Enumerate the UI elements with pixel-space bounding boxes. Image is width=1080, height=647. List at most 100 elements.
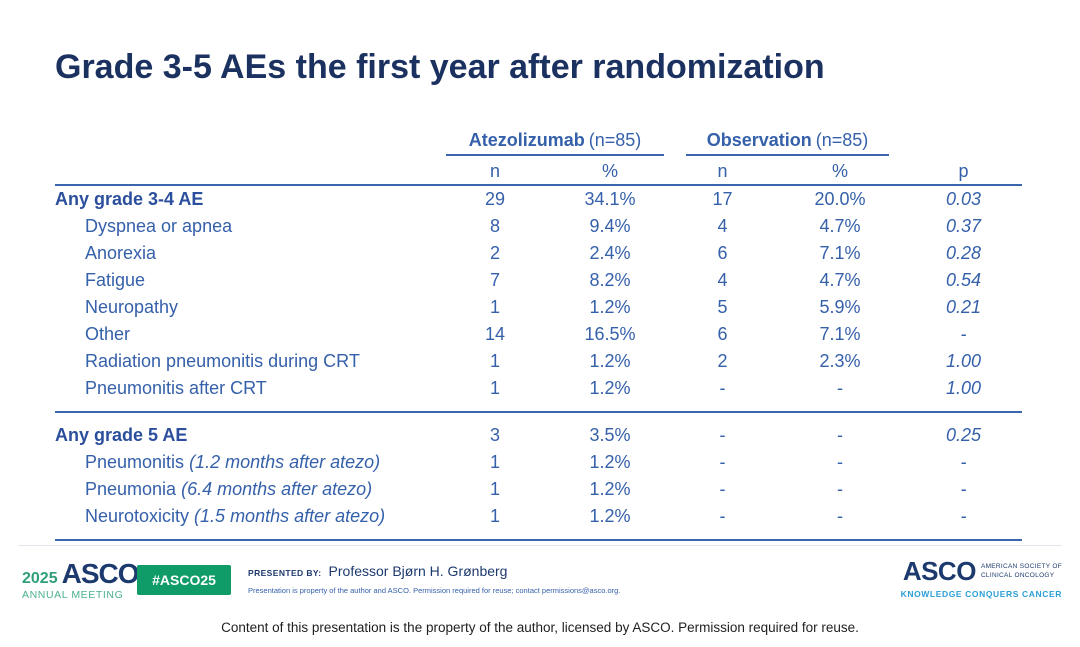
permission-note: Presentation is property of the author a… xyxy=(248,586,621,595)
row-label: Fatigue xyxy=(85,270,146,290)
table-cell: 14 xyxy=(484,324,506,344)
table-cell: 2 xyxy=(489,243,500,263)
table-row: Pneumonitis (1.2 months after atezo) 1 1.2… xyxy=(55,449,1022,476)
table-cell: - xyxy=(775,503,906,541)
row-label: Any grade 5 AE xyxy=(55,411,440,449)
meeting-subtitle: ANNUAL MEETING xyxy=(22,589,124,601)
table-cell: - xyxy=(719,378,726,398)
table-cell: 5 xyxy=(717,297,728,317)
table-cell: 4 xyxy=(717,216,728,236)
meeting-year: 2025 xyxy=(22,570,58,587)
table-cell: 6 xyxy=(717,243,728,263)
presented-by-block: PRESENTED BY: Professor Bjørn H. Grønber… xyxy=(248,563,620,595)
table-cell: 1 xyxy=(489,452,500,472)
table-cell: 8.2% xyxy=(589,270,631,290)
row-label: Pneumonitis (1.2 months after atezo) xyxy=(85,452,381,472)
group-header-atezolizumab-name: Atezolizumab xyxy=(468,130,585,150)
table-row: Fatigue 7 8.2% 4 4.7% 0.54 xyxy=(55,267,1022,294)
asco-society-name: AMERICAN SOCIETY OF CLINICAL ONCOLOGY xyxy=(981,563,1062,579)
table-cell: 7.1% xyxy=(819,324,861,344)
table-cell: - xyxy=(905,503,1023,541)
table-row: Radiation pneumonitis during CRT 1 1.2% 2 2.… xyxy=(55,348,1022,375)
table-row: Pneumonitis after CRT 1 1.2% - - 1.00 xyxy=(55,375,1022,412)
column-header-n-atezolizumab: n xyxy=(440,158,550,186)
column-header-empty xyxy=(55,158,440,186)
table-cell: 1.2% xyxy=(589,452,631,472)
table-cell: 0.25 xyxy=(905,411,1023,449)
table-cell: - xyxy=(960,324,967,344)
row-label: Pneumonia (6.4 months after atezo) xyxy=(85,479,373,499)
table-cell: 0.03 xyxy=(945,189,982,209)
table-cell: 4 xyxy=(717,270,728,290)
table-cell: 1.2% xyxy=(589,351,631,371)
presented-by-label: PRESENTED BY: xyxy=(248,568,322,578)
table-cell: - xyxy=(960,452,967,472)
table-cell: 0.21 xyxy=(945,297,982,317)
column-header-n-observation: n xyxy=(670,158,775,186)
table-cell: 1.2% xyxy=(550,503,670,541)
table-cell: 1.00 xyxy=(945,351,982,371)
table-cell: - xyxy=(719,479,726,499)
group-header-observation-cell: Observation (n=85) xyxy=(670,130,905,158)
row-label: Neurotoxicity (1.5 months after atezo) xyxy=(55,503,440,541)
table-cell: - xyxy=(670,411,775,449)
table-row: Anorexia 2 2.4% 6 7.1% 0.28 xyxy=(55,240,1022,267)
group-header-spacer-right xyxy=(905,130,1022,158)
slide-title: Grade 3-5 AEs the first year after rando… xyxy=(55,48,825,86)
table-cell: - xyxy=(670,503,775,541)
group-header-observation-name: Observation xyxy=(706,130,812,150)
table-cell: 1.2% xyxy=(589,479,631,499)
table-cell: 3.5% xyxy=(550,411,670,449)
table-cell: 20.0% xyxy=(814,189,866,209)
row-label: Pneumonitis after CRT xyxy=(85,378,267,398)
table-cell: 0.37 xyxy=(945,216,982,236)
table-cell: 5.9% xyxy=(819,297,861,317)
hashtag-badge: #ASCO25 xyxy=(137,565,231,595)
table-cell: 16.5% xyxy=(584,324,636,344)
asco-annual-meeting-logo: 2025 ASCO ANNUAL MEETING xyxy=(22,560,139,601)
adverse-events-table: Atezolizumab (n=85) Observation (n=85) n %… xyxy=(55,130,1023,541)
asco-society-org: ASCO xyxy=(902,556,977,586)
table-cell: 9.4% xyxy=(589,216,631,236)
group-header-atezolizumab-cell: Atezolizumab (n=85) xyxy=(440,130,670,158)
table-cell: 1 xyxy=(489,479,500,499)
row-label: Other xyxy=(85,324,131,344)
adverse-events-table-body: Any grade 3-4 AE 29 34.1% 17 20.0% 0.03 Dyspne… xyxy=(55,185,1023,541)
row-label: Radiation pneumonitis during CRT xyxy=(85,351,360,371)
table-cell: 2 xyxy=(717,351,728,371)
table-cell: 7.1% xyxy=(819,243,861,263)
row-label: Dyspnea or apnea xyxy=(85,216,233,236)
asco-tagline: KNOWLEDGE CONQUERS CANCER xyxy=(900,589,1062,599)
table-cell: 8 xyxy=(489,216,500,236)
table-cell: - xyxy=(837,378,843,398)
table-cell: 4.7% xyxy=(819,270,861,290)
table-cell: - xyxy=(775,411,906,449)
asco-society-name-line1: AMERICAN SOCIETY OF xyxy=(980,563,1062,571)
table-cell: 1 xyxy=(489,297,500,317)
table-cell: 4.7% xyxy=(819,216,861,236)
table-cell: 0.28 xyxy=(945,243,982,263)
table-row: Any grade 5 AE 3 3.5% - -0.25 xyxy=(55,411,1023,449)
table-cell: - xyxy=(837,452,843,472)
table-cell: 1.2% xyxy=(589,378,631,398)
table-cell: 1.00 xyxy=(945,378,982,398)
table-row: Pneumonia (6.4 months after atezo) 1 1.2% -… xyxy=(55,476,1022,503)
table-row: Neurotoxicity (1.5 months after atezo) 1 1… xyxy=(55,503,1023,541)
row-label: Neuropathy xyxy=(85,297,179,317)
table-cell: - xyxy=(960,479,967,499)
asco-society-logo-row: ASCO AMERICAN SOCIETY OF CLINICAL ONCOLO… xyxy=(901,556,1062,587)
table-cell: 2.3% xyxy=(819,351,861,371)
presenter-name: Professor Bjørn H. Grønberg xyxy=(328,563,508,579)
table-row: Dyspnea or apnea 8 9.4% 4 4.7% 0.37 xyxy=(55,213,1022,240)
column-header-p-value: p xyxy=(905,158,1023,186)
group-header-atezolizumab-n: (n=85) xyxy=(588,130,642,150)
table-cell: 1 xyxy=(489,351,500,371)
row-label-note: (1.5 months after atezo) xyxy=(194,506,386,526)
table-cell: 2.4% xyxy=(589,243,631,263)
table-cell: 34.1% xyxy=(584,189,636,209)
content-disclaimer: Content of this presentation is the prop… xyxy=(221,620,859,635)
presented-by-line: PRESENTED BY: Professor Bjørn H. Grønber… xyxy=(248,563,620,579)
column-header-pct-atezolizumab: % xyxy=(550,158,670,186)
table-cell: 1 xyxy=(489,378,500,398)
